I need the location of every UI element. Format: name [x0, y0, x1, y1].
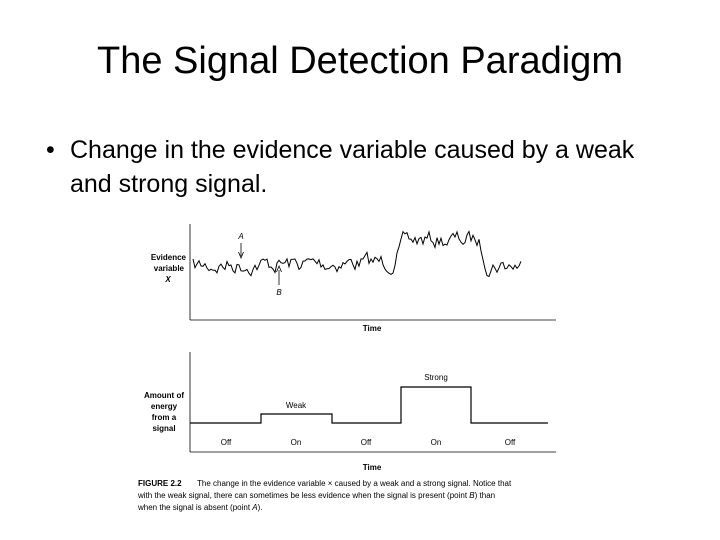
y-label: Amount of	[144, 391, 184, 400]
arrow-head	[276, 264, 282, 273]
phase-label: Off	[505, 438, 516, 447]
y-label: from a	[152, 413, 177, 422]
caption-number: FIGURE 2.2	[138, 479, 182, 488]
caption-text: with the weak signal, there can sometime…	[137, 491, 469, 500]
point-label: B	[276, 288, 282, 297]
y-label: variable	[154, 264, 185, 273]
caption: The change in the evidence variable × ca…	[197, 479, 512, 488]
y-label: energy	[151, 402, 178, 411]
y-label: Evidence	[151, 253, 187, 262]
bullet: • Change in the evidence variable caused …	[46, 133, 666, 201]
level-label: Strong	[424, 373, 448, 382]
caption-text: ) than	[475, 491, 495, 500]
bullet-text: Change in the evidence variable caused b…	[70, 136, 635, 198]
caption-text: ).	[258, 503, 263, 512]
point-label: A	[237, 232, 243, 241]
phase-label: On	[291, 438, 302, 447]
y-label: signal	[152, 424, 175, 433]
y-label: X	[164, 275, 171, 284]
phase-label: Off	[361, 438, 372, 447]
caption-text: when the signal is absent (point	[137, 503, 252, 512]
slide-title: The Signal Detection Paradigm	[97, 40, 623, 82]
caption-text: The change in the evidence variable × ca…	[197, 479, 512, 488]
phase-label: On	[431, 438, 442, 447]
level-label: Weak	[286, 401, 307, 410]
caption-text: B	[469, 491, 475, 500]
x-label: Time	[363, 463, 382, 472]
caption: with the weak signal, there can sometime…	[137, 491, 495, 500]
x-label: Time	[363, 324, 382, 333]
phase-label: Off	[221, 438, 232, 447]
caption-text: A	[251, 503, 257, 512]
arrow-head	[238, 251, 244, 260]
evidence-trace	[192, 229, 522, 278]
bullet-dot: •	[46, 136, 55, 164]
caption: when the signal is absent (point A).	[137, 503, 263, 512]
signal-step	[190, 386, 548, 424]
